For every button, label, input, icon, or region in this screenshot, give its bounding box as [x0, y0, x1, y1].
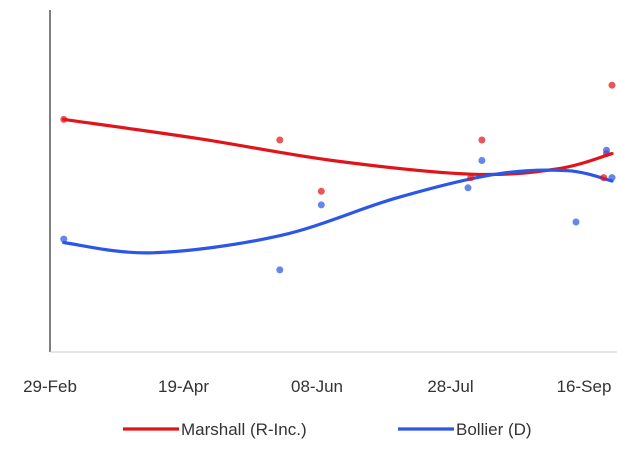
- marshall-r-inc-point-1: [60, 115, 68, 123]
- x-tick-label: 29-Feb: [23, 377, 77, 396]
- x-tick-label: 28-Jul: [427, 377, 473, 396]
- legend: Marshall (R-Inc.) Bollier (D): [123, 420, 532, 439]
- data-points: [60, 81, 616, 274]
- bollier-d-point-3: [317, 201, 325, 209]
- bollier-d-point-8: [608, 174, 616, 182]
- bollier-d-trend-line: [62, 168, 614, 255]
- bollier-d-point-7: [603, 146, 610, 154]
- marshall-r-inc-point-2: [276, 136, 284, 144]
- marshall-r-inc-point-5: [478, 136, 486, 144]
- marshall-r-inc-point-4: [467, 174, 475, 182]
- x-tick-labels: 29-Feb 19-Apr 08-Jun 28-Jul 16-Sep: [23, 377, 611, 396]
- x-tick-label: 08-Jun: [291, 377, 343, 396]
- trend-lines: [62, 117, 614, 255]
- marshall-r-inc-point-8: [608, 81, 616, 89]
- marshall-r-inc-point-6: [600, 174, 608, 182]
- legend-label-marshall-r-inc: Marshall (R-Inc.): [181, 420, 307, 439]
- marshall-r-inc-trend-line: [62, 117, 614, 177]
- marshall-r-inc-point-3: [317, 187, 325, 195]
- bollier-d-point-5: [478, 157, 486, 164]
- bollier-d-point-1: [60, 235, 68, 243]
- bollier-d-point-4: [464, 184, 472, 192]
- x-tick-label: 16-Sep: [557, 377, 612, 396]
- x-tick-label: 19-Apr: [158, 377, 209, 396]
- legend-label-bollier-d: Bollier (D): [456, 420, 532, 439]
- bollier-d-point-6: [572, 218, 580, 226]
- bollier-d-point-2: [276, 266, 284, 274]
